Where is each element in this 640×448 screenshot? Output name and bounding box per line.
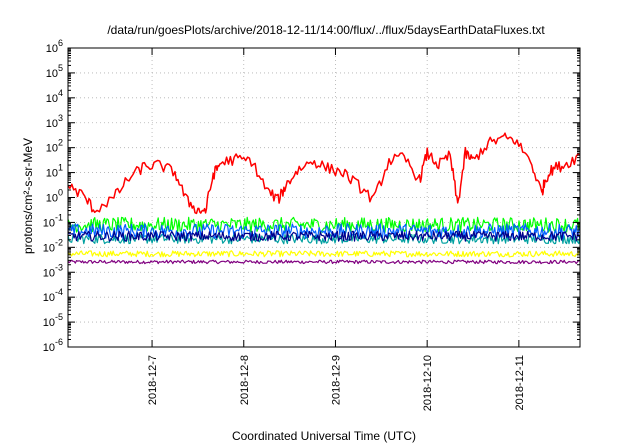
series-line [67,132,581,215]
y-tick-label: 10-1 [43,212,63,229]
series-layer [67,132,581,265]
y-tick-label: 102 [46,138,63,155]
x-axis-label: Coordinated Universal Time (UTC) [232,429,416,443]
y-tick-label: 106 [46,38,63,55]
x-tick-label: 2018-12-8 [239,355,251,405]
x-tick-label: 2018-12-11 [514,355,526,410]
y-tick-label: 10-2 [43,237,63,254]
y-tick-label: 100 [46,188,63,205]
x-tick-label: 2018-12-9 [330,355,342,405]
y-tick-label: 105 [46,63,63,80]
y-tick-label: 10-3 [43,262,63,279]
x-tick-label: 2018-12-10 [422,355,434,411]
y-tick-label: 104 [46,88,63,105]
series-line [67,230,581,242]
chart-title: /data/run/goesPlots/archive/2018-12-11/1… [107,23,545,37]
x-tick-label: 2018-12-7 [147,355,159,405]
series-line [67,223,581,240]
y-tick-label: 101 [46,163,63,180]
series-line [67,259,581,265]
y-tick-label: 10-5 [43,312,63,329]
y-axis: 10-6 10-5 10-4 10-3 10-2 10-1 100 101 102 103 104 1… [43,38,580,354]
series-line [67,250,581,258]
x-axis: 2018-12-7 2018-12-8 2018-12-9 2018-12-10 201… [147,48,526,411]
y-tick-label: 103 [46,113,63,130]
y-tick-label: 10-4 [43,287,63,304]
y-tick-label: 10-6 [43,337,63,354]
grid-lines [68,48,580,347]
y-axis-label: protons/cm²-s-sr-MeV [21,138,35,254]
